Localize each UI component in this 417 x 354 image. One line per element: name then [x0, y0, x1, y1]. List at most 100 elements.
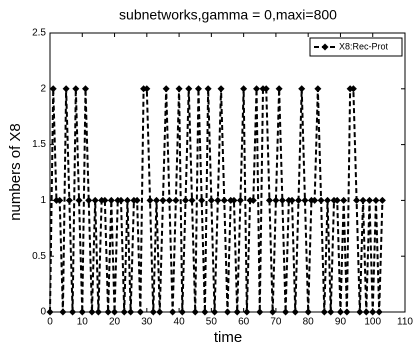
data-point [211, 308, 219, 316]
data-point [46, 308, 54, 316]
data-point [117, 196, 125, 204]
data-point [91, 196, 99, 204]
data-point [107, 196, 115, 204]
data-point [262, 85, 270, 93]
data-point [136, 308, 144, 316]
data-point [269, 308, 277, 316]
data-point [301, 196, 309, 204]
data-point [272, 196, 280, 204]
data-point [85, 196, 93, 204]
data-point [191, 308, 199, 316]
data-point [133, 196, 141, 204]
data-point [159, 196, 167, 204]
data-point [88, 308, 96, 316]
x-tick-label: 30 [141, 317, 153, 328]
data-point [127, 308, 135, 316]
data-point [356, 308, 364, 316]
data-point [149, 308, 157, 316]
data-point [188, 196, 196, 204]
chart-title: subnetworks,gamma = 0,maxi=800 [119, 7, 337, 23]
legend-marker [321, 43, 329, 51]
x-tick-label: 0 [47, 317, 53, 328]
x-tick-label: 50 [206, 317, 218, 328]
data-point [353, 196, 361, 204]
y-tick-label: 1 [40, 195, 46, 206]
data-point [185, 85, 193, 93]
data-point [233, 308, 241, 316]
data-line [49, 87, 384, 313]
x-tick-label: 60 [238, 317, 250, 328]
x-axis-label: time [214, 329, 242, 346]
y-tick-label: 1.5 [32, 139, 46, 150]
data-point [327, 308, 335, 316]
data-point [243, 308, 251, 316]
data-point [282, 308, 290, 316]
plot-area [49, 32, 406, 313]
data-point [65, 196, 73, 204]
x-tick-label: 10 [77, 317, 89, 328]
data-point [333, 196, 341, 204]
data-point [175, 85, 183, 93]
data-point [378, 196, 386, 204]
data-point [240, 85, 248, 93]
data-point [120, 308, 128, 316]
data-point [369, 308, 377, 316]
data-point [104, 308, 112, 316]
data-point [253, 85, 261, 93]
data-point [317, 196, 325, 204]
data-point [311, 196, 319, 204]
data-point [295, 196, 302, 204]
data-point [249, 196, 257, 204]
x-tick-label: 70 [270, 317, 282, 328]
x-tick-label: 80 [303, 317, 315, 328]
data-point [324, 196, 332, 204]
data-point [82, 85, 89, 93]
data-point [256, 308, 264, 316]
data-point [349, 85, 357, 93]
data-point [56, 196, 64, 204]
data-point [201, 308, 209, 316]
data-point [314, 85, 322, 93]
data-point [198, 196, 206, 204]
data-point [182, 196, 190, 204]
data-point [265, 196, 273, 204]
x-tick-label: 90 [335, 317, 347, 328]
data-point [169, 308, 177, 316]
data-point [204, 85, 212, 93]
y-tick-label: 0 [40, 307, 46, 318]
data-point [178, 308, 186, 316]
y-tick-label: 2 [40, 83, 46, 94]
data-point [336, 308, 344, 316]
data-point [69, 308, 77, 316]
legend-box [309, 37, 403, 57]
data-point [165, 196, 173, 204]
data-point [236, 196, 244, 204]
data-point [172, 196, 180, 204]
x-tick-label: 110 [397, 317, 413, 328]
data-point [366, 196, 373, 204]
data-point [375, 308, 383, 316]
data-point [343, 308, 351, 316]
data-point [123, 196, 131, 204]
data-point [162, 85, 170, 93]
data-point [207, 196, 215, 204]
data-point [340, 196, 348, 204]
data-point [146, 196, 154, 204]
data-point [194, 85, 202, 93]
x-tick-label: 20 [109, 317, 121, 328]
data-point [362, 308, 370, 316]
x-tick-label: 100 [364, 317, 381, 328]
data-point [111, 308, 119, 316]
data-point [156, 308, 164, 316]
y-tick-label: 2.5 [32, 28, 46, 39]
data-point [78, 308, 86, 316]
data-point [288, 196, 296, 204]
data-point [59, 308, 67, 316]
data-point [275, 85, 283, 93]
data-point [278, 196, 286, 204]
x-tick-label: 40 [174, 317, 186, 328]
data-point [49, 85, 57, 93]
data-point [372, 196, 380, 204]
